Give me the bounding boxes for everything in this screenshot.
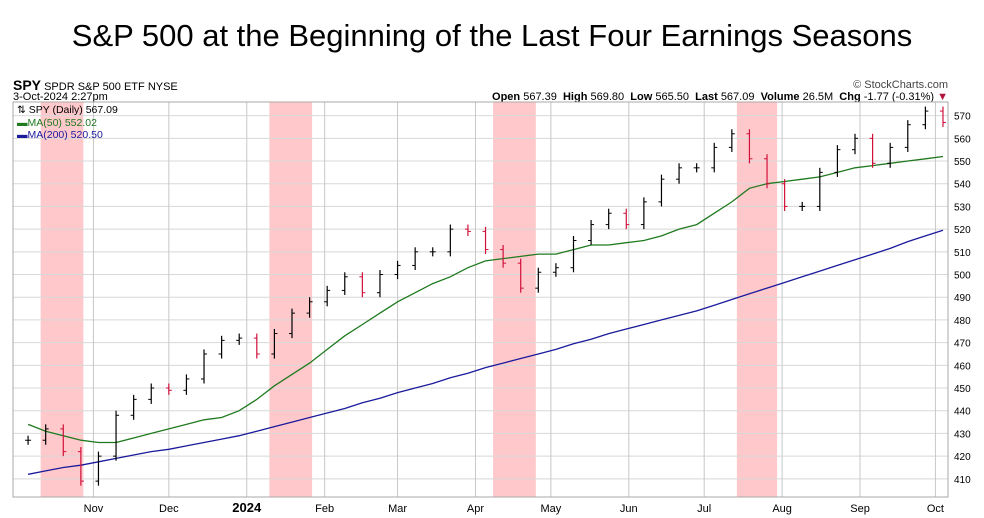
chart-datetime: 3-Oct-2024 2:27pm xyxy=(13,91,108,103)
y-tick-label: 490 xyxy=(954,293,971,304)
y-tick-label: 500 xyxy=(954,271,971,282)
volume-value: 26.5M xyxy=(802,91,834,103)
exchange: NYSE xyxy=(147,81,178,93)
legend-ma200-label: MA(200) 520.50 xyxy=(27,129,103,141)
brand-watermark: © StockCharts.com xyxy=(853,79,948,91)
last-label: Last xyxy=(695,91,718,103)
y-tick-label: 530 xyxy=(954,202,971,213)
y-tick-label: 520 xyxy=(954,225,971,236)
y-tick-label: 460 xyxy=(954,361,971,372)
legend-price: ⇅ SPY (Daily) 567.09 xyxy=(17,104,118,116)
x-tick-label: Sep xyxy=(850,503,870,515)
ma50-line xyxy=(27,155,944,444)
last-value: 567.09 xyxy=(720,91,755,103)
y-tick-label: 560 xyxy=(954,134,971,145)
high-label: High xyxy=(562,91,588,103)
quote-stats: Open 567.39 High 569.80 Low 565.50 Last … xyxy=(492,91,948,103)
plot-border xyxy=(12,101,949,498)
y-tick-label: 550 xyxy=(954,157,971,168)
low-label: Low xyxy=(630,91,653,103)
symbol-header: SPY SPDR S&P 500 ETF NYSE xyxy=(13,77,178,93)
y-tick-label: 510 xyxy=(954,248,971,259)
legend-ma50-label: MA(50) 552.02 xyxy=(27,117,97,129)
y-tick-label: 570 xyxy=(954,112,971,123)
y-tick-label: 450 xyxy=(954,384,971,395)
x-tick-label: May xyxy=(540,503,561,515)
chart-title: S&P 500 at the Beginning of the Last Fou… xyxy=(71,18,913,53)
x-tick-label: Mar xyxy=(388,503,407,515)
x-tick-label: Apr xyxy=(467,503,484,515)
earnings-season-band xyxy=(269,102,313,497)
x-tick-label: Dec xyxy=(159,503,179,515)
ma50-swatch-icon: ▬ xyxy=(17,117,28,129)
y-tick-label: 410 xyxy=(954,475,971,486)
y-tick-label: 470 xyxy=(954,339,971,350)
x-tick-label: Nov xyxy=(84,503,104,515)
chg-label: Chg xyxy=(839,91,861,103)
down-arrow-icon: ▼ xyxy=(937,91,948,103)
y-tick-label: 540 xyxy=(954,180,971,191)
low-value: 565.50 xyxy=(655,91,689,103)
y-tick-label: 420 xyxy=(954,452,971,463)
volume-label: Volume xyxy=(760,91,800,103)
x-tick-label: 2024 xyxy=(232,500,262,515)
legend-ma50: ▬MA(50) 552.02 xyxy=(17,117,97,129)
y-tick-label: 430 xyxy=(954,429,971,440)
earnings-season-band xyxy=(493,102,536,497)
y-tick-label: 480 xyxy=(954,316,971,327)
ma200-swatch-icon: ▬ xyxy=(17,129,28,141)
symbol: SPY xyxy=(13,77,42,93)
x-tick-label: Jul xyxy=(697,503,711,515)
y-tick-label: 440 xyxy=(954,407,971,418)
chg-value: -1.77 (-0.31%) xyxy=(863,91,935,103)
x-tick-label: Oct xyxy=(927,503,944,515)
security-name: SPDR S&P 500 ETF xyxy=(44,81,145,93)
ma200-line xyxy=(27,229,944,475)
open-label: Open xyxy=(492,91,521,103)
x-tick-label: Jun xyxy=(620,503,638,515)
legend-ma200: ▬MA(200) 520.50 xyxy=(17,129,103,141)
x-tick-label: Feb xyxy=(315,503,334,515)
earnings-season-band xyxy=(736,102,778,497)
x-tick-label: Aug xyxy=(772,503,792,515)
high-value: 569.80 xyxy=(590,91,625,103)
legend-price-label: SPY (Daily) 567.09 xyxy=(28,104,118,116)
open-value: 567.39 xyxy=(523,91,557,103)
